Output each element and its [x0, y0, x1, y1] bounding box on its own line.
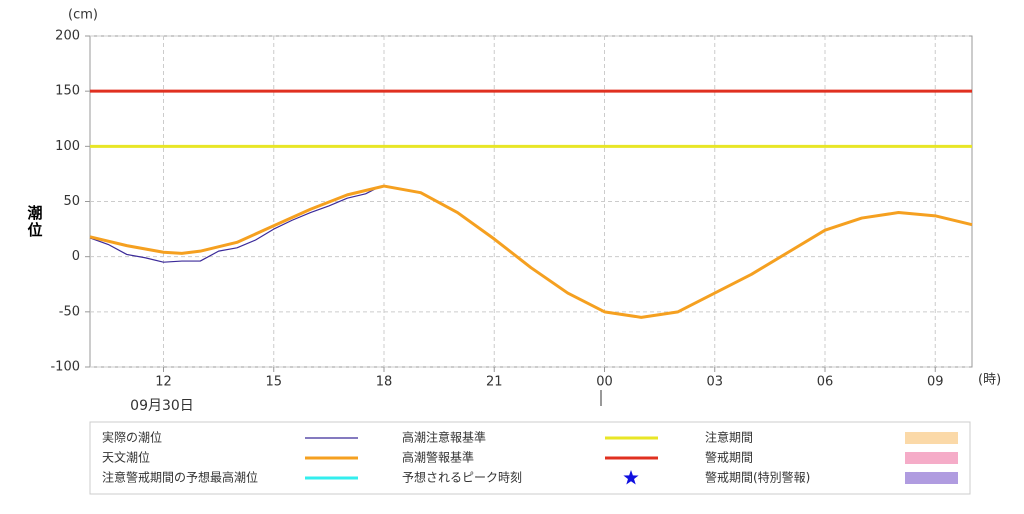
x-tick-label: 06	[817, 375, 834, 390]
y-tick-label: 50	[63, 194, 80, 209]
y-tick-label: 150	[55, 84, 80, 99]
legend-swatch	[905, 472, 958, 484]
legend-label: 警戒期間(特別警報)	[705, 470, 810, 485]
legend-box	[89, 421, 971, 495]
y-tick-label: -100	[50, 360, 80, 375]
x-tick-label: 09	[927, 375, 944, 390]
legend-swatch	[905, 452, 958, 464]
legend-label: 高潮警報基準	[402, 450, 474, 465]
y-tick-label: 200	[55, 29, 80, 44]
x-tick-label: 00	[596, 375, 613, 390]
legend-swatch	[623, 470, 639, 485]
x-tick-label: 18	[376, 375, 393, 390]
legend-label: 注意警戒期間の予想最高潮位	[102, 470, 258, 485]
y-unit: (cm)	[68, 8, 98, 23]
x-tick-label: 03	[706, 375, 723, 390]
x-tick-label: 12	[155, 375, 172, 390]
legend-label: 警戒期間	[705, 450, 753, 465]
legend-swatch	[905, 432, 958, 444]
x-tick-label: 21	[486, 375, 503, 390]
x-tick-label: 15	[265, 375, 282, 390]
date-label: 09月30日	[130, 398, 194, 414]
y-axis-title: 潮位	[26, 204, 44, 239]
legend-label: 高潮注意報基準	[402, 430, 486, 445]
legend-label: 予想されるピーク時刻	[402, 470, 522, 485]
y-tick-label: -50	[59, 304, 80, 319]
legend-label: 実際の潮位	[102, 430, 162, 445]
tide-line	[89, 184, 973, 319]
legend-label: 天文潮位	[102, 450, 150, 465]
y-tick-label: 100	[55, 139, 80, 154]
legend-label: 注意期間	[705, 430, 753, 445]
tide-line	[89, 187, 377, 263]
y-tick-label: 0	[72, 249, 80, 264]
x-unit: (時)	[978, 373, 1001, 388]
